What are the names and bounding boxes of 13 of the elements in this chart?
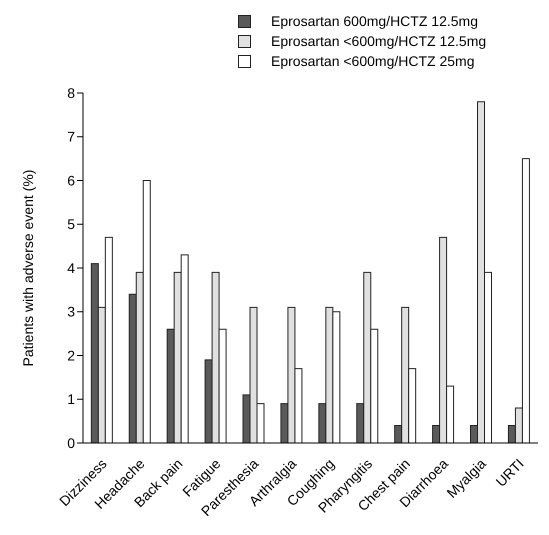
y-tick-label: 3 <box>67 304 76 320</box>
legend-label: Eprosartan <600mg/HCTZ 25mg <box>271 53 474 69</box>
y-tick-label: 0 <box>67 434 76 451</box>
legend-label: Eprosartan 600mg/HCTZ 12.5mg <box>271 13 478 29</box>
y-tick-label: 4 <box>67 260 76 276</box>
y-tick-label: 2 <box>67 347 76 364</box>
legend-label: Eprosartan <600mg/HCTZ 12.5mg <box>271 33 486 49</box>
y-tick-label: 6 <box>67 172 76 188</box>
y-tick-label: 5 <box>67 216 76 232</box>
y-axis-title: Patients with adverse event (%) <box>20 170 36 366</box>
y-tick-label: 1 <box>67 391 76 408</box>
y-tick-label: 8 <box>67 84 76 101</box>
y-tick-label: 7 <box>67 128 76 145</box>
